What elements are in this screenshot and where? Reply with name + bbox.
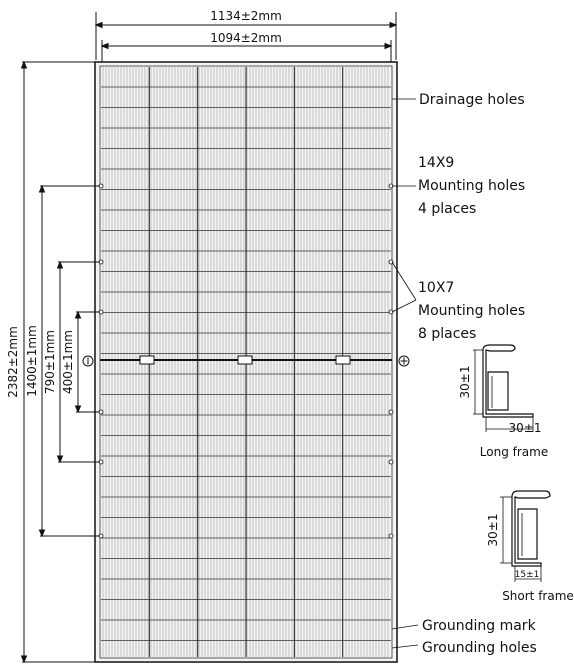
negative-terminal-icon (82, 355, 94, 367)
grounding-holes-label: Grounding holes (422, 640, 537, 656)
short-frame-profile (511, 490, 551, 567)
mount-14x9-line-3: 4 places (418, 201, 476, 217)
mount-10x7-line-3: 8 places (418, 326, 476, 342)
overall-width-label: 1134±2mm (210, 9, 282, 23)
height-dimensions (20, 60, 100, 664)
mount-10x7-line-1: 10X7 (418, 280, 454, 296)
inner-width-label: 1094±2mm (210, 31, 282, 45)
grounding-mark-label: Grounding mark (422, 618, 537, 634)
short-frame-section: 30±1 15±1 Short frame (486, 490, 574, 603)
short-frame-height-label: 30±1 (486, 514, 500, 547)
long-frame-profile (482, 344, 534, 418)
mount-400-label: 400±1mm (61, 330, 75, 394)
short-frame-caption: Short frame (502, 589, 574, 603)
mount-10x7-line-2: Mounting holes (418, 303, 525, 319)
mount-790-label: 790±1mm (43, 330, 57, 394)
cell-grid (101, 67, 391, 657)
inner-width-dimension (100, 40, 393, 62)
mount-14x9-line-2: Mounting holes (418, 178, 525, 194)
junction-boxes (139, 355, 351, 365)
overall-width-dimension (94, 12, 398, 60)
long-frame-height-label: 30±1 (458, 366, 472, 399)
overall-height-label: 2382±2mm (6, 326, 20, 398)
long-frame-width-label: 30±1 (509, 421, 542, 435)
mount-10x7-callout: 10X7 Mounting holes 8 places (418, 280, 525, 342)
mount-14x9-line-1: 14X9 (418, 155, 454, 171)
positive-terminal-icon (398, 355, 410, 367)
short-frame-width-label: 15±1 (515, 570, 540, 580)
panel-inner-frame (99, 65, 393, 659)
mount-14x9-callout: 14X9 Mounting holes 4 places (418, 155, 525, 217)
mount-1400-label: 1400±1mm (25, 325, 39, 397)
callout-leaders (391, 98, 419, 649)
long-frame-caption: Long frame (480, 445, 548, 459)
solar-panel (94, 61, 398, 663)
drainage-holes-label: Drainage holes (419, 92, 525, 108)
long-frame-section: 30±1 30±1 Long frame (458, 344, 548, 459)
